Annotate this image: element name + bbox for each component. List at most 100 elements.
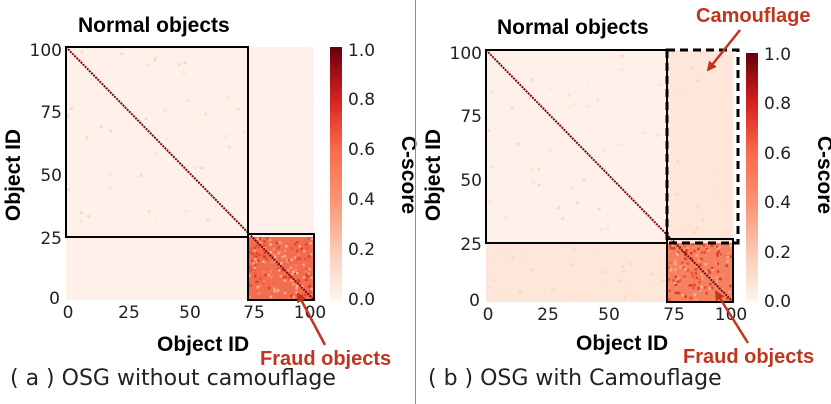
- y-axis-label: Object ID: [422, 129, 445, 221]
- heatmap-cell: [274, 290, 277, 294]
- heatmap-cell: [668, 289, 671, 292]
- heatmap-cell: [676, 253, 679, 256]
- heatmap-cell: [155, 216, 158, 219]
- heatmap-cell: [537, 167, 541, 171]
- heatmap-cell: [624, 294, 627, 297]
- heatmap-cell: [716, 252, 719, 255]
- heatmap-cell: [139, 174, 143, 177]
- heatmap-cell: [700, 257, 703, 261]
- heatmap-cell: [717, 250, 721, 253]
- heatmap-cell: [307, 285, 311, 288]
- heatmap-cell: [699, 289, 702, 292]
- heatmap-cell: [579, 297, 582, 300]
- heatmap-cell: [697, 259, 701, 262]
- heatmap-cell: [254, 272, 257, 275]
- heatmap-cell: [689, 217, 692, 220]
- heatmap-cell: [199, 166, 203, 170]
- heatmap-cell: [715, 297, 719, 300]
- heatmap-cell: [306, 275, 310, 278]
- heatmap-cell: [671, 244, 674, 248]
- heatmap-cell: [256, 280, 259, 284]
- heatmap-cell: [248, 250, 251, 254]
- heatmap-cell: [721, 273, 725, 277]
- heatmap-cell: [673, 282, 677, 285]
- heatmap-cell: [571, 263, 574, 267]
- y-tick-label: 50: [460, 171, 482, 191]
- heatmap-cell: [256, 286, 259, 289]
- heatmap-cell: [297, 279, 301, 283]
- heatmap-cell: [183, 61, 187, 64]
- heatmap-cell: [700, 286, 703, 289]
- heatmap-cell: [708, 287, 712, 290]
- heatmap-cell: [651, 280, 655, 283]
- heatmap-cell: [309, 290, 312, 294]
- heatmap-cell: [610, 274, 614, 277]
- heatmap-cell: [675, 192, 679, 196]
- heatmap-cell: [649, 72, 652, 75]
- heatmap-cell: [692, 286, 695, 290]
- heatmap-cell: [690, 284, 693, 287]
- heatmap-cell: [146, 129, 150, 132]
- fraud-arrow: [714, 290, 750, 344]
- heatmap-cell: [582, 178, 586, 181]
- heatmap-cell: [305, 268, 308, 272]
- heatmap-cell: [296, 258, 299, 261]
- heatmap-cell: [726, 256, 729, 259]
- heatmap-cell: [249, 284, 252, 287]
- heatmap-cell: [704, 263, 707, 266]
- heatmap-cell: [683, 248, 686, 252]
- heatmap-cell: [505, 254, 508, 257]
- heatmap-cell: [700, 277, 704, 280]
- heatmap-cell: [679, 266, 682, 269]
- heatmap-cell: [718, 156, 721, 159]
- heatmap-cell: [651, 56, 655, 59]
- colorbar-tick: 0.6: [764, 144, 791, 164]
- heatmap-cell: [281, 268, 285, 272]
- heatmap-cell: [511, 106, 514, 109]
- heatmap-cell: [725, 252, 728, 256]
- heatmap-cell: [709, 282, 712, 286]
- heatmap-cell: [283, 249, 287, 253]
- heatmap-cell: [728, 137, 732, 141]
- heatmap-cell: [569, 229, 573, 232]
- heatmap-cell: [198, 110, 201, 113]
- heatmap-cell: [696, 226, 699, 229]
- heatmap-cell: [93, 179, 97, 182]
- heatmap-cell: [265, 258, 268, 261]
- colorbar-b: 0.0 0.2 0.4 0.6 0.8 1.0 C-score: [746, 45, 831, 312]
- heatmap-cell: [602, 148, 606, 151]
- heatmap-cell: [622, 269, 625, 273]
- heatmap-cell: [575, 201, 579, 205]
- heatmap-cell: [673, 53, 677, 56]
- heatmap-cell: [269, 250, 273, 254]
- heatmap-cell: [291, 272, 294, 276]
- y-axis-label: Object ID: [2, 129, 25, 221]
- heatmap-cell: [618, 252, 621, 256]
- heatmap-cell: [693, 249, 696, 253]
- heatmap-cell: [287, 259, 291, 262]
- panel-divider: [415, 0, 416, 404]
- heatmap-cell: [551, 289, 554, 292]
- heatmap-cell: [724, 152, 727, 155]
- heatmap-cell: [670, 268, 673, 272]
- heatmap-cell: [685, 89, 689, 92]
- heatmap-cell: [265, 237, 269, 240]
- heatmap-cell: [307, 272, 311, 276]
- heatmap-cell: [652, 284, 655, 287]
- heatmap-cell: [596, 98, 600, 101]
- heatmap-cell: [668, 99, 671, 102]
- heatmap-cell: [295, 272, 299, 275]
- chart-title: Normal objects: [78, 14, 230, 37]
- y-tick-label: 75: [460, 107, 482, 127]
- heatmap-cell: [668, 267, 672, 270]
- heatmap-cell: [712, 292, 715, 295]
- heatmap-cell: [253, 263, 257, 267]
- heatmap-cell: [298, 245, 301, 248]
- diagonal: [485, 49, 734, 303]
- heatmap-cell: [684, 264, 687, 267]
- heatmap-cell: [228, 145, 231, 149]
- heatmap-cell: [690, 66, 693, 69]
- heatmap-cell: [253, 266, 257, 270]
- heatmap-cell: [697, 205, 700, 209]
